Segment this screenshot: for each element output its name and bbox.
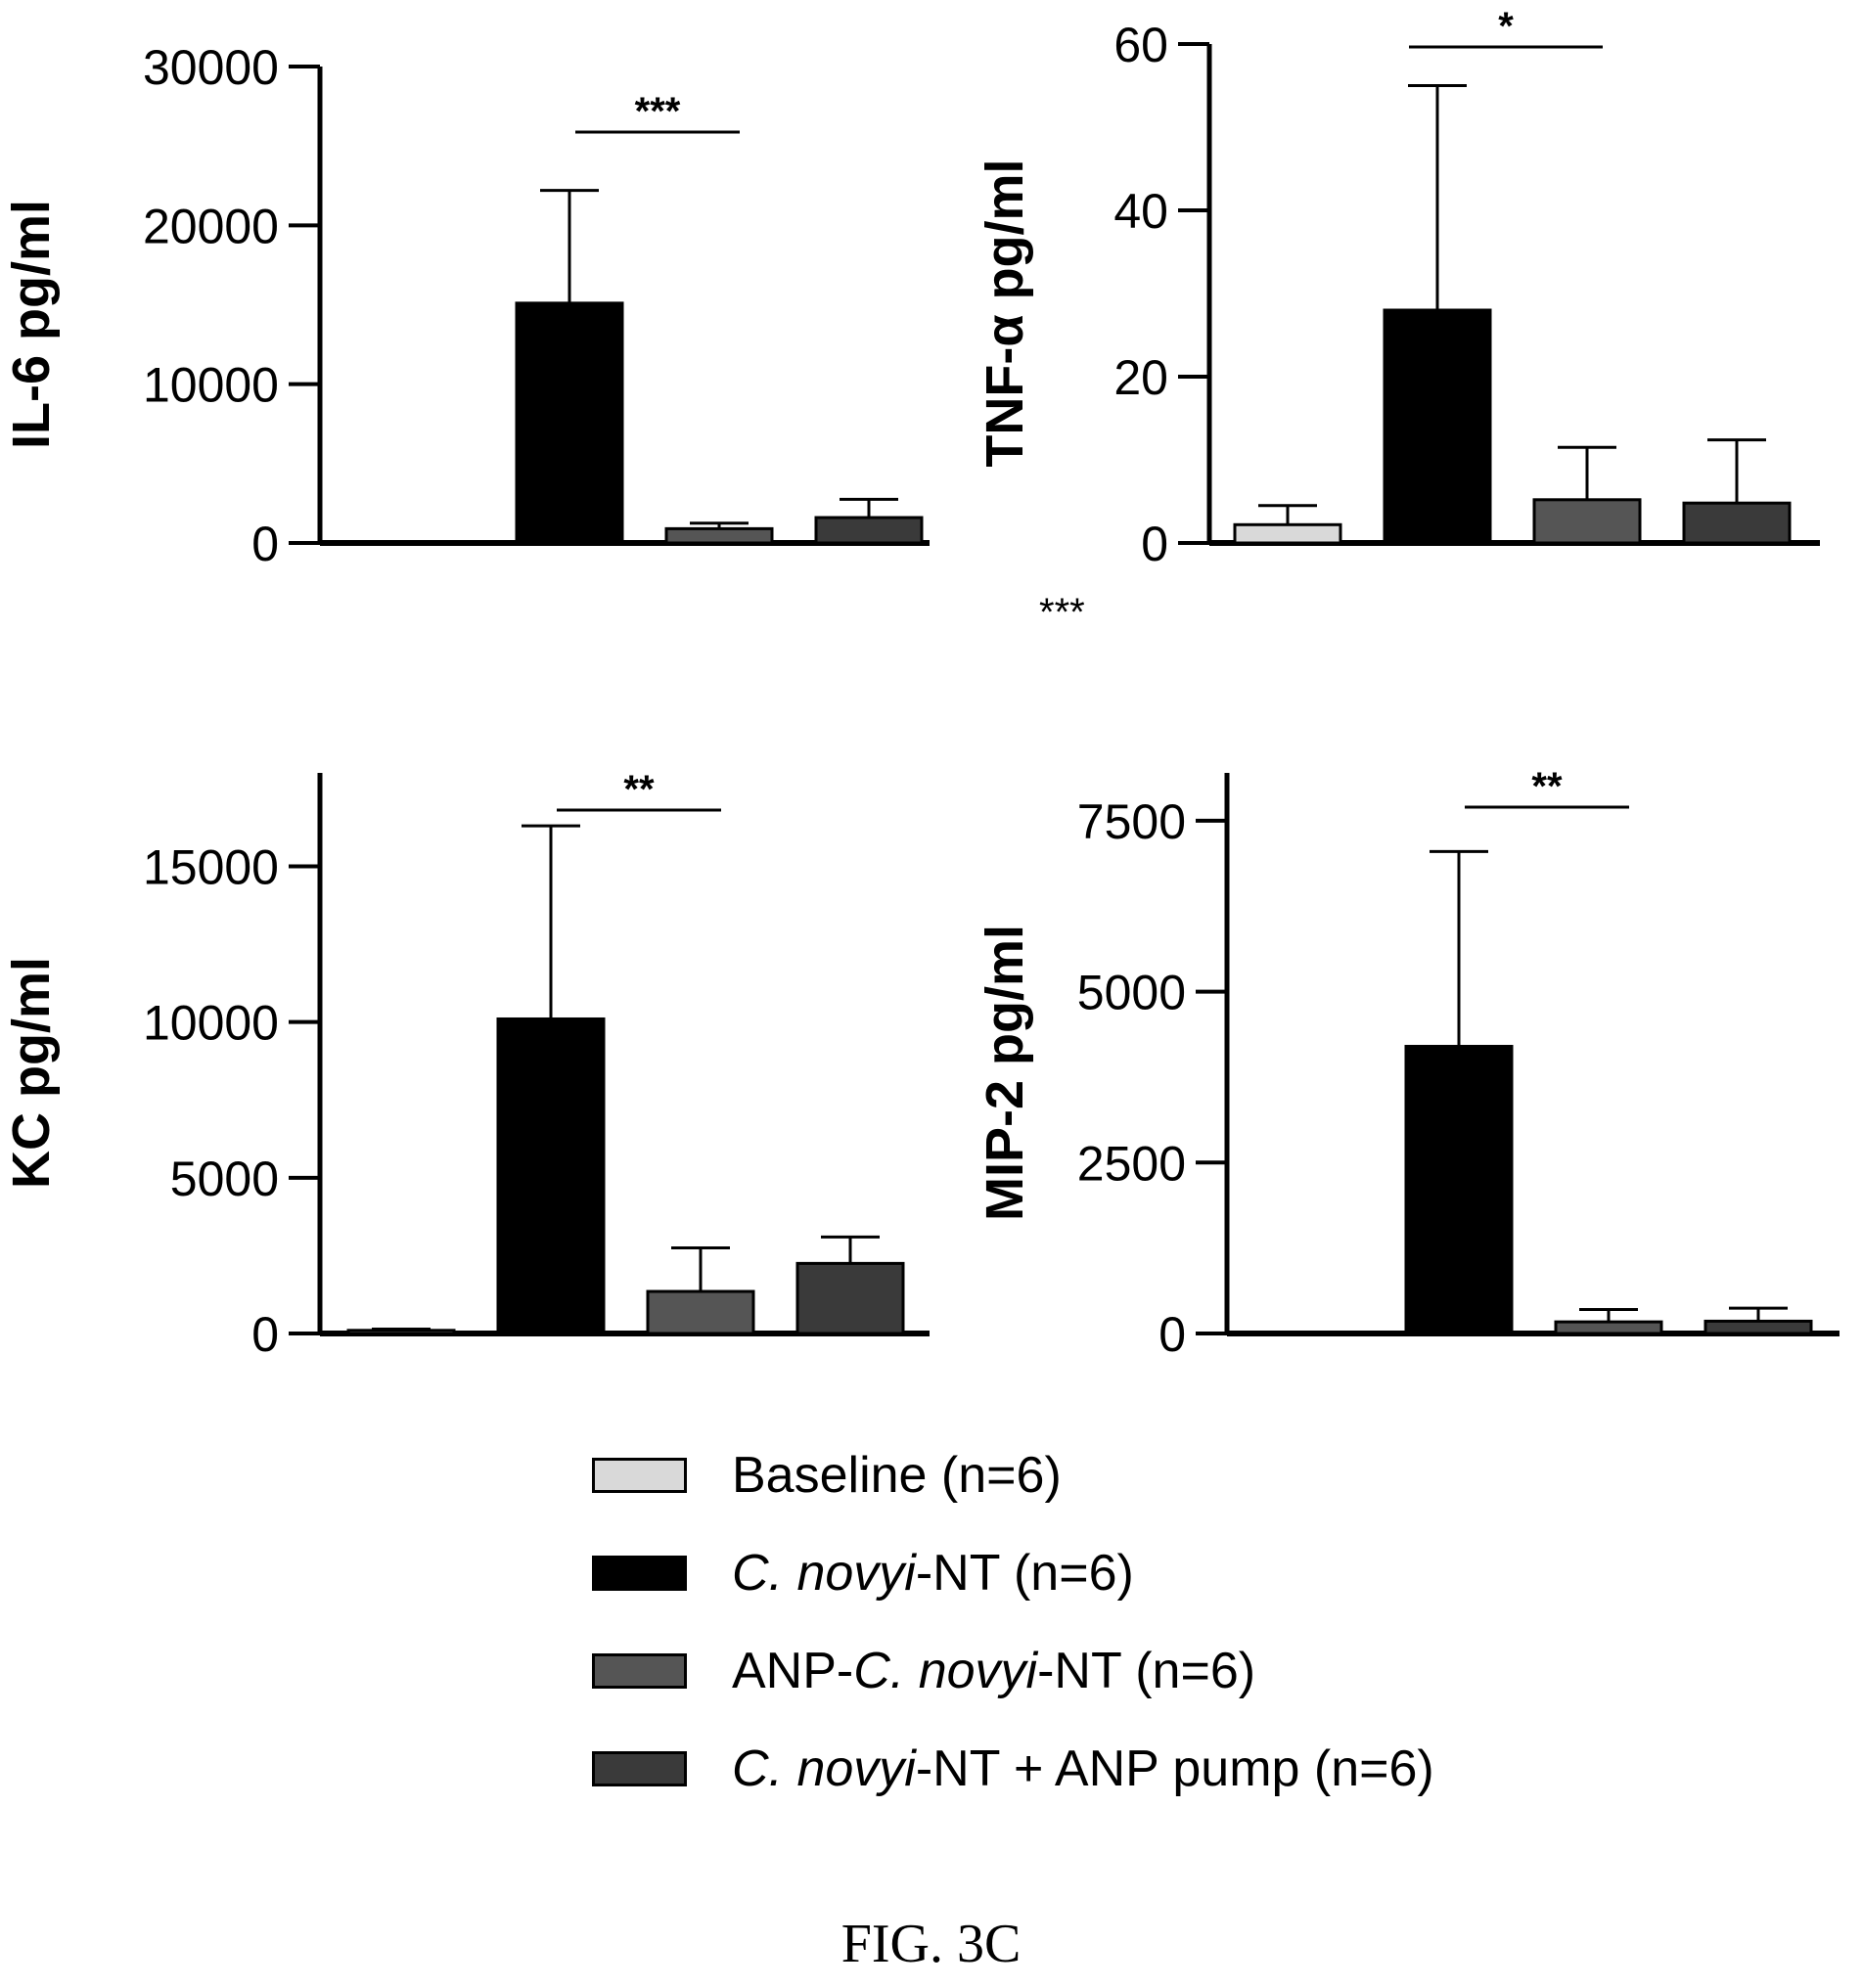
y-tick-label: 0 (251, 517, 279, 571)
bar (346, 1329, 456, 1335)
significance-label: * (1498, 5, 1514, 48)
bar (496, 1017, 606, 1335)
significance-label: *** (635, 90, 681, 133)
significance-label: ** (623, 768, 655, 811)
bar (1233, 522, 1342, 545)
y-tick-label: 2500 (1077, 1136, 1186, 1191)
y-tick-label: 30000 (143, 40, 279, 95)
legend-label-anp-cnovyi: ANP-C. novyi-NT (n=6) (732, 1643, 1256, 1699)
y-tick-label: 0 (1141, 517, 1168, 571)
y-tick-label: 5000 (170, 1152, 279, 1206)
y-tick-label: 10000 (143, 358, 279, 413)
between-panels-significance: *** (1039, 591, 1085, 634)
bar (795, 1261, 905, 1335)
legend-label-baseline: Baseline (n=6) (732, 1447, 1062, 1504)
legend-label-cnovyi: C. novyi-NT (n=6) (732, 1545, 1134, 1602)
legend-swatch-anp-cnovyi (592, 1653, 687, 1689)
bar (646, 1289, 755, 1335)
legend-item-anp-cnovyi: ANP-C. novyi-NT (n=6) (592, 1622, 1434, 1720)
bar (1682, 501, 1792, 545)
bar (1383, 308, 1492, 545)
legend-swatch-cnovyi-anp-pump (592, 1751, 687, 1786)
legend-swatch-baseline (592, 1458, 687, 1493)
bar (664, 526, 774, 545)
bar (814, 516, 924, 545)
y-tick-label: 7500 (1077, 794, 1186, 849)
figure-caption: FIG. 3C (840, 1914, 1022, 1974)
legend: Baseline (n=6) C. novyi-NT (n=6) ANP-C. … (592, 1426, 1434, 1818)
significance-label: ** (1531, 765, 1563, 808)
y-tick-label: 5000 (1077, 966, 1186, 1020)
bar (1554, 1320, 1663, 1335)
y-axis-label: KC pg/ml (2, 957, 61, 1189)
legend-item-cnovyi-anp-pump: C. novyi-NT + ANP pump (n=6) (592, 1720, 1434, 1818)
legend-swatch-cnovyi (592, 1556, 687, 1591)
y-tick-label: 10000 (143, 996, 279, 1051)
legend-item-baseline: Baseline (n=6) (592, 1426, 1434, 1524)
y-tick-label: 20000 (143, 199, 279, 253)
bar (1532, 498, 1642, 545)
y-tick-label: 15000 (143, 840, 279, 895)
bar (515, 301, 624, 545)
y-tick-label: 0 (1158, 1307, 1186, 1362)
bar (1703, 1319, 1813, 1335)
y-axis-label: TNF-α pg/ml (976, 158, 1034, 467)
bar (1404, 1045, 1514, 1335)
y-tick-label: 20 (1113, 350, 1168, 405)
legend-item-cnovyi: C. novyi-NT (n=6) (592, 1524, 1434, 1622)
y-tick-label: 0 (251, 1307, 279, 1362)
y-tick-label: 60 (1113, 18, 1168, 72)
legend-label-cnovyi-anp-pump: C. novyi-NT + ANP pump (n=6) (732, 1740, 1434, 1797)
y-tick-label: 40 (1113, 184, 1168, 239)
y-axis-label: MIP-2 pg/ml (976, 925, 1034, 1221)
y-axis-label: IL-6 pg/ml (2, 200, 61, 449)
